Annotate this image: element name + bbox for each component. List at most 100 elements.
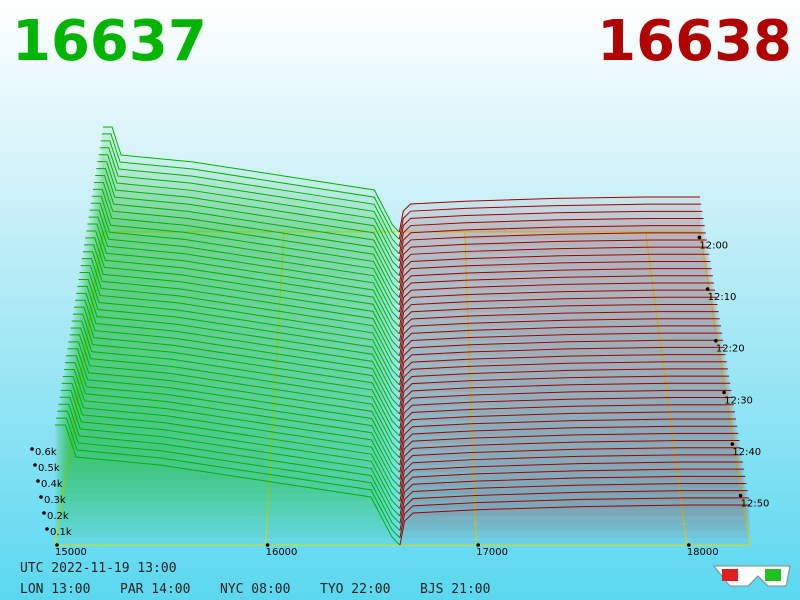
clock: TYO 22:00	[320, 582, 390, 597]
bids-line	[72, 313, 400, 429]
asks-line	[399, 454, 742, 495]
bids-line	[71, 320, 400, 437]
asks-line	[399, 375, 730, 415]
tick-mark	[45, 527, 49, 531]
asks-line	[399, 339, 724, 378]
bids-line	[61, 382, 401, 502]
y-tick-label: 0.2k	[47, 511, 69, 522]
bids-line	[66, 355, 400, 473]
bids-fill	[75, 300, 400, 414]
bids-fill	[65, 362, 400, 480]
asks-line	[398, 260, 711, 298]
bids-line	[96, 168, 400, 277]
bids-line	[80, 265, 400, 378]
bids-line	[91, 195, 400, 306]
asks-line	[398, 232, 706, 269]
bids-line	[84, 244, 400, 357]
bids-line	[95, 175, 400, 284]
asks-line	[399, 425, 738, 466]
asks-line	[399, 346, 725, 385]
asks-fill	[399, 376, 730, 414]
bids-line	[62, 375, 401, 495]
bids-line	[69, 334, 400, 451]
bids-line	[90, 202, 400, 313]
bids-line	[68, 341, 400, 458]
bids-line	[86, 230, 400, 342]
asks-fill	[399, 361, 727, 400]
asks-fill	[399, 311, 719, 349]
bids-fill	[63, 369, 400, 487]
bids-fill	[82, 251, 400, 364]
asks-line	[399, 318, 720, 356]
bids-line	[99, 147, 400, 255]
y-tick-label: 0.1k	[50, 527, 72, 538]
bids-line	[63, 369, 401, 488]
bids-line	[97, 161, 400, 269]
time-tick-label: 12:00	[699, 240, 728, 251]
asks-line	[399, 490, 748, 531]
asks-line	[399, 447, 741, 487]
bids-line	[81, 258, 400, 371]
time-tick-label: 12:10	[708, 292, 737, 303]
asks-fill	[399, 490, 748, 531]
bids-fill	[81, 258, 400, 371]
bids-line	[89, 209, 400, 320]
asks-line	[398, 239, 707, 276]
bids-line	[103, 126, 400, 233]
asks-line	[398, 253, 710, 291]
bids-line	[98, 154, 400, 262]
bids-line	[55, 424, 401, 546]
bids-line	[57, 410, 401, 531]
bids-line	[94, 181, 400, 291]
bids-fill	[97, 161, 400, 269]
clock: PAR 14:00	[120, 582, 190, 597]
bids-fill	[57, 411, 400, 531]
bids-line	[82, 251, 400, 364]
asks-line	[398, 246, 709, 284]
time-tick-label: 12:40	[732, 447, 761, 458]
bid-price: 16637	[12, 9, 207, 74]
asks-line	[399, 382, 731, 422]
tick-mark	[687, 543, 691, 547]
asks-line	[399, 389, 732, 429]
asks-line	[399, 440, 740, 480]
grid-line	[645, 231, 688, 546]
asks-fill	[399, 239, 707, 276]
bids-fill	[103, 127, 400, 232]
asks-fill	[399, 275, 713, 313]
bids-fill	[76, 293, 400, 407]
asks-fill	[399, 204, 702, 240]
asks-line	[399, 361, 727, 400]
bids-line	[58, 403, 401, 524]
bids-fill	[84, 244, 400, 356]
bids-fill	[89, 210, 400, 320]
asks-fill	[399, 318, 720, 356]
asks-line	[398, 225, 705, 262]
bids-fill	[77, 286, 400, 400]
asks-line	[398, 268, 712, 305]
asks-fill	[399, 340, 724, 378]
asks-line	[399, 497, 749, 538]
bids-line	[76, 292, 400, 408]
bids-fill	[59, 397, 400, 516]
asks-line	[399, 483, 747, 524]
asks-fill	[399, 354, 726, 393]
asks-line	[398, 196, 700, 233]
bids-line	[67, 348, 400, 466]
asks-line	[398, 203, 702, 240]
asks-line	[399, 275, 713, 313]
asks-line	[399, 282, 714, 320]
bids-fill	[96, 168, 400, 276]
y-tick-label: 0.5k	[38, 463, 60, 474]
asks-fill	[399, 218, 704, 254]
asks-line	[399, 461, 744, 502]
x-tick-label: 17000	[476, 547, 508, 558]
asks-fill	[399, 254, 710, 291]
ask-price: 16638	[597, 9, 792, 74]
time-tick-label: 12:50	[741, 499, 770, 510]
y-tick-label: 0.6k	[35, 447, 57, 458]
bids-fill	[61, 383, 400, 502]
tick-mark	[705, 287, 710, 291]
clock: BJS 21:00	[420, 582, 490, 597]
tick-mark	[738, 493, 743, 498]
